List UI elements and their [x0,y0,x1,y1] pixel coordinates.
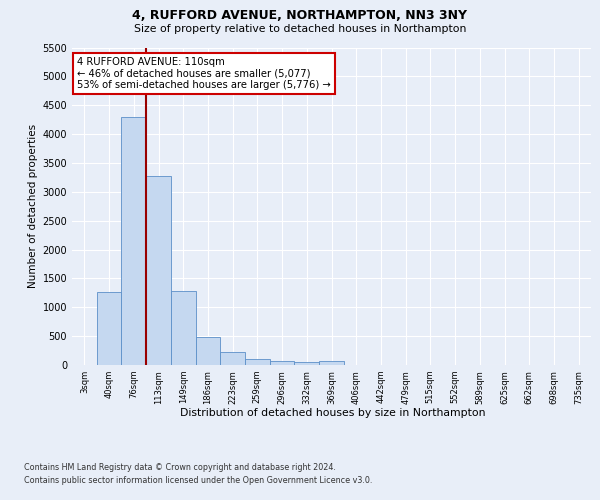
Bar [220,352,245,365]
Text: 4, RUFFORD AVENUE, NORTHAMPTON, NN3 3NY: 4, RUFFORD AVENUE, NORTHAMPTON, NN3 3NY [133,9,467,22]
Text: Contains HM Land Registry data © Crown copyright and database right 2024.: Contains HM Land Registry data © Crown c… [24,462,336,471]
Bar [121,117,146,365]
Bar [171,291,196,365]
Y-axis label: Number of detached properties: Number of detached properties [28,124,38,288]
Text: Size of property relative to detached houses in Northampton: Size of property relative to detached ho… [134,24,466,34]
Text: Distribution of detached houses by size in Northampton: Distribution of detached houses by size … [180,408,486,418]
Text: 4 RUFFORD AVENUE: 110sqm
← 46% of detached houses are smaller (5,077)
53% of sem: 4 RUFFORD AVENUE: 110sqm ← 46% of detach… [77,57,331,90]
Bar [295,362,319,365]
Text: Contains public sector information licensed under the Open Government Licence v3: Contains public sector information licen… [24,476,373,485]
Bar [245,359,270,365]
Bar [146,176,171,365]
Bar [319,361,344,365]
Bar [270,361,295,365]
Bar [196,338,220,365]
Bar [97,292,121,365]
